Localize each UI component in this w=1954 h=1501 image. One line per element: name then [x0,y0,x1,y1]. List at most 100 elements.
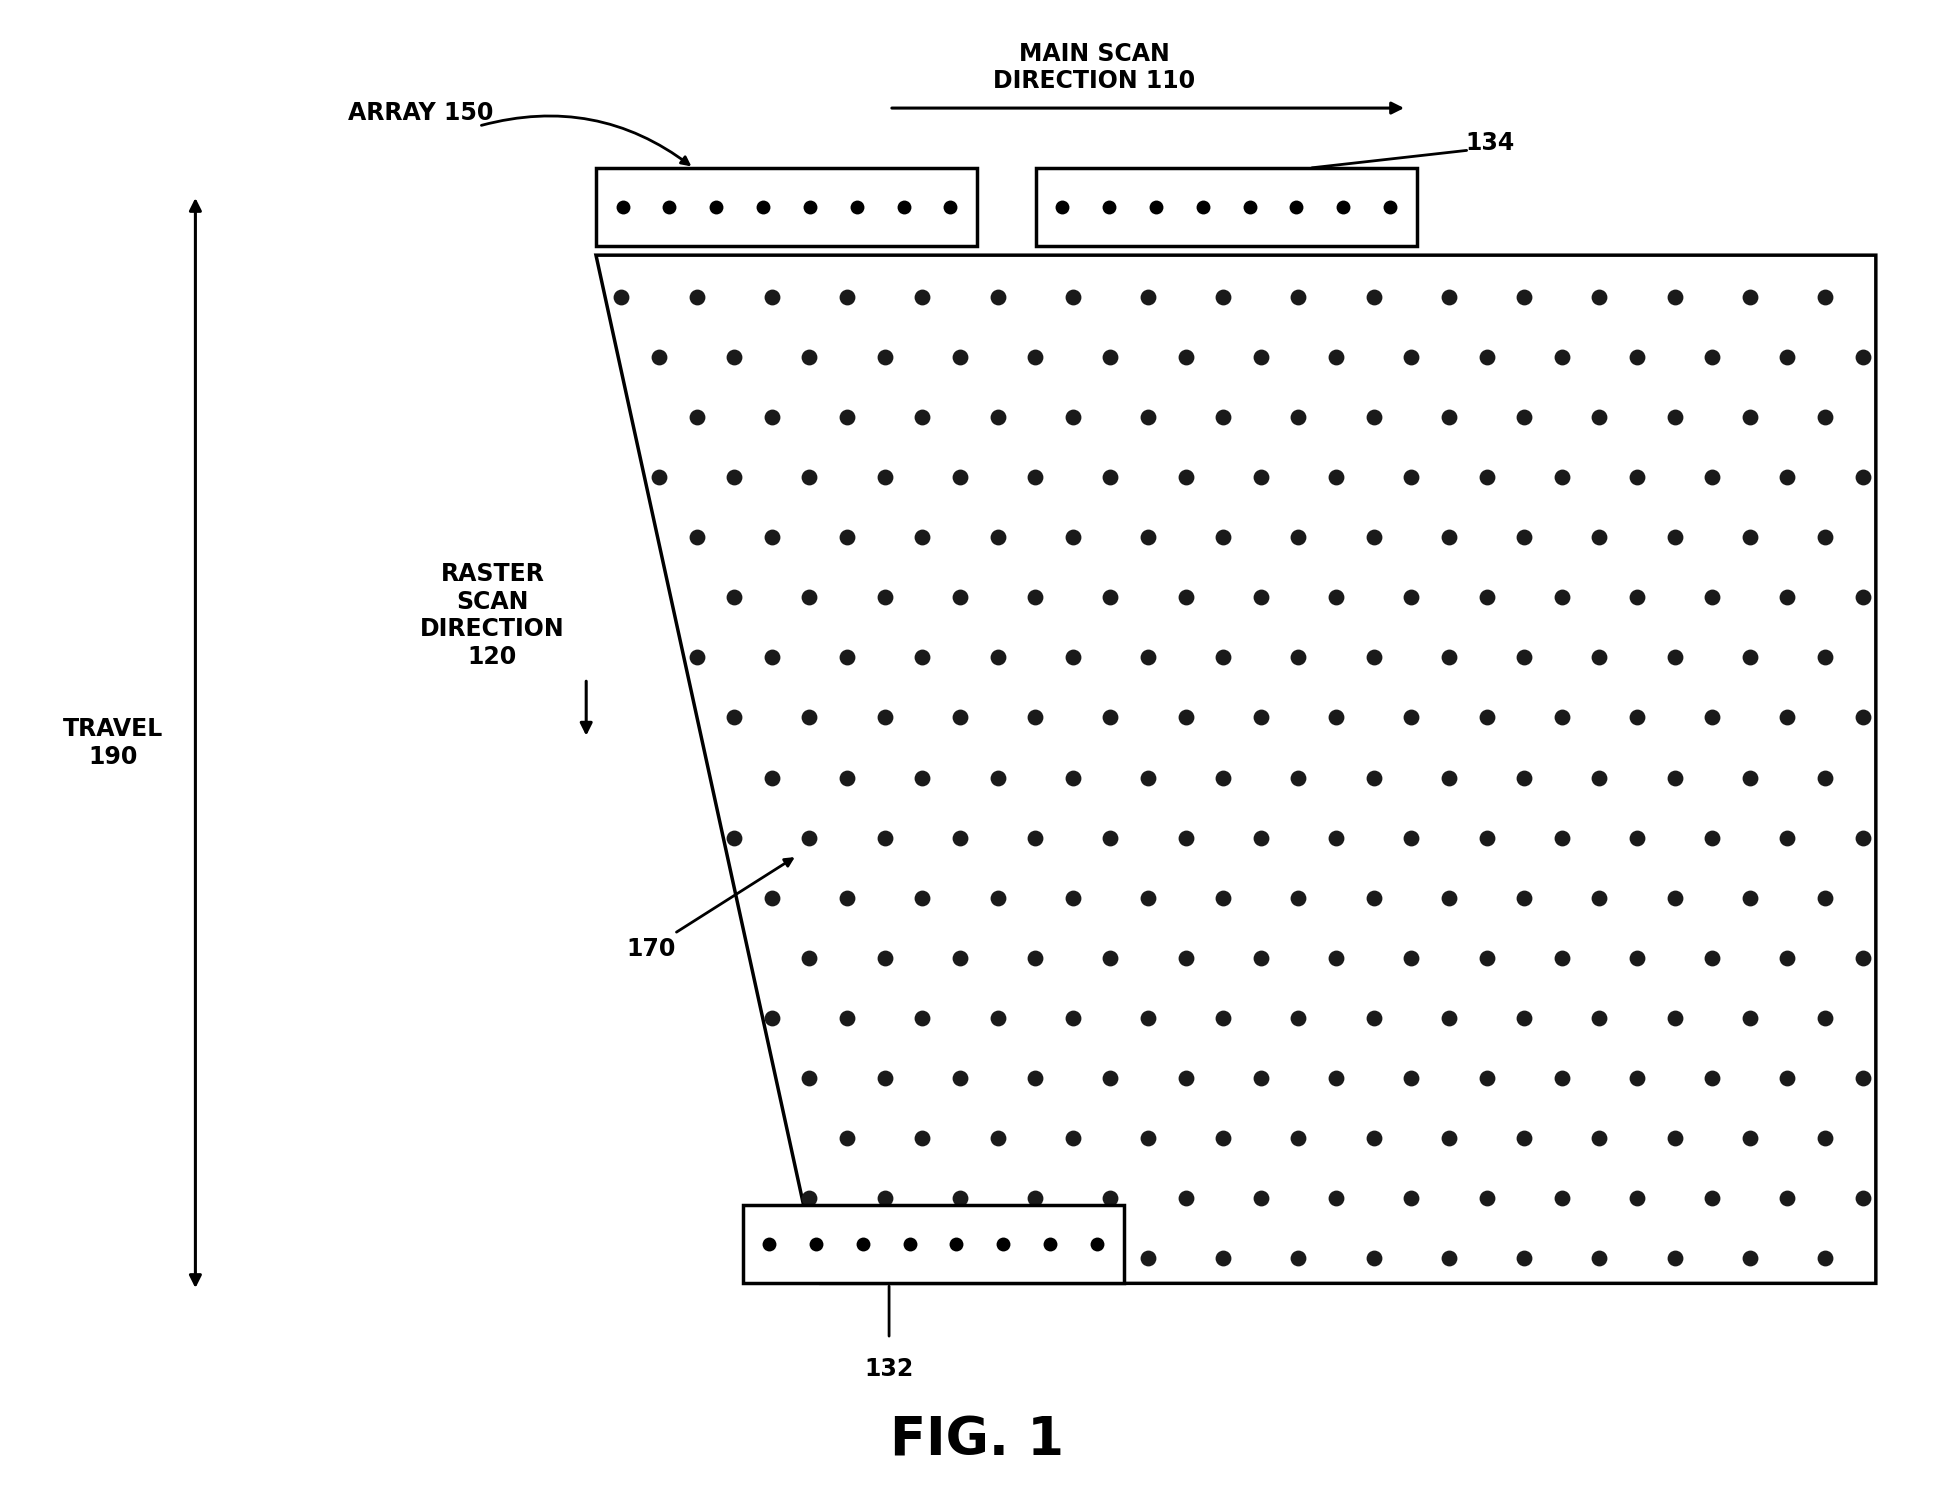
Point [1395,1186,1426,1210]
Point [870,585,901,609]
Point [981,766,1012,790]
Point [1034,1232,1065,1256]
Point [1471,585,1503,609]
Point [907,886,938,910]
Point [1047,195,1079,219]
Point [1434,1126,1466,1150]
Point [944,1066,975,1090]
Point [655,195,686,219]
Point [907,525,938,549]
Point [1847,465,1878,489]
Point [1141,195,1172,219]
Point [1583,1126,1614,1150]
Point [848,1232,879,1256]
Point [1735,1006,1766,1030]
Point [1434,1006,1466,1030]
Point [1020,826,1051,850]
Point [1809,525,1841,549]
Point [1471,826,1503,850]
Point [719,826,750,850]
Point [1208,645,1239,669]
Point [870,1186,901,1210]
Point [1546,705,1577,729]
Point [1321,345,1352,369]
Point [944,465,975,489]
Point [1583,285,1614,309]
Point [1170,826,1202,850]
Point [1374,195,1405,219]
Point [1583,405,1614,429]
Point [1772,1186,1804,1210]
Point [1583,766,1614,790]
Point [1583,1246,1614,1270]
Point [1282,766,1313,790]
Point [1395,705,1426,729]
Point [1321,946,1352,970]
Point [1282,1006,1313,1030]
Point [981,1126,1012,1150]
Point [1809,766,1841,790]
Point [1809,886,1841,910]
Point [1471,1066,1503,1090]
Point [1245,1186,1276,1210]
Point [1546,585,1577,609]
Point [756,525,787,549]
Point [934,195,965,219]
Point [719,705,750,729]
Point [1772,465,1804,489]
Point [756,1006,787,1030]
Point [1546,946,1577,970]
Point [1583,645,1614,669]
Point [832,1006,864,1030]
Point [1809,285,1841,309]
Point [1659,1126,1690,1150]
Point [1094,1066,1126,1090]
Point [1020,705,1051,729]
Point [1094,826,1126,850]
Point [643,345,674,369]
Point [1622,826,1653,850]
Point [748,195,780,219]
Point [1170,705,1202,729]
Point [1245,1066,1276,1090]
Text: ARRAY 150: ARRAY 150 [348,101,492,125]
Point [1282,1126,1313,1150]
Point [1245,585,1276,609]
Point [1057,1246,1088,1270]
Point [1057,886,1088,910]
Point [1772,345,1804,369]
Point [1508,405,1540,429]
Point [1735,405,1766,429]
Point [1133,645,1165,669]
Point [1508,1126,1540,1150]
Point [1133,1006,1165,1030]
Point [1208,1246,1239,1270]
Point [1358,285,1389,309]
Point [1696,826,1727,850]
Point [907,1126,938,1150]
Point [1321,1066,1352,1090]
Point [793,705,825,729]
Point [754,1232,786,1256]
Point [1434,886,1466,910]
Point [1245,946,1276,970]
Point [1395,946,1426,970]
Point [1546,1066,1577,1090]
Point [1395,465,1426,489]
Point [1245,345,1276,369]
Point [840,195,871,219]
Point [832,886,864,910]
Point [1508,1006,1540,1030]
Point [1847,946,1878,970]
Point [680,525,711,549]
Point [887,195,918,219]
Point [1583,525,1614,549]
Point [1358,525,1389,549]
Point [1622,1186,1653,1210]
Point [793,946,825,970]
Point [1659,766,1690,790]
Point [1133,1246,1165,1270]
Point [1735,766,1766,790]
Point [1057,645,1088,669]
Point [1208,525,1239,549]
